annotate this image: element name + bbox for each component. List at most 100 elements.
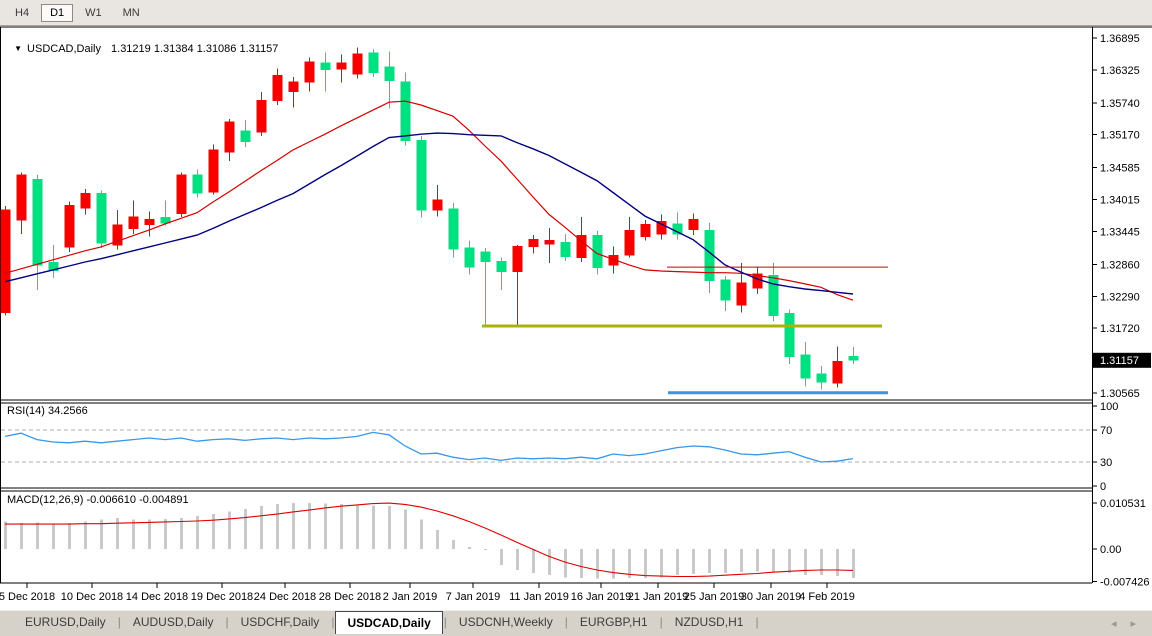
candle-body [288,81,299,93]
macd-bar [180,517,183,549]
tab-separator: | [331,615,335,629]
candle-body [800,354,811,379]
tab-nzdusd-h1[interactable]: NZDUSD,H1 [674,615,744,629]
price-axis-label: 1.35170 [1100,130,1140,142]
macd-bar [420,519,423,549]
candle-body [96,193,107,244]
macd-bar [276,504,279,549]
rsi-axis-label: 30 [1100,457,1112,469]
candle-body [384,66,395,81]
rsi-indicator-label: RSI(14) 34.2566 [7,405,88,417]
date-axis-label: 4 Feb 2019 [799,591,855,603]
macd-bar [68,522,71,549]
timeframe-button-MN[interactable]: MN [122,6,140,19]
tab-audusd-daily[interactable]: AUDUSD,Daily [132,615,214,629]
price-axis[interactable]: 1.36895 1.36325 1.35740 1.35170 1.34585 1.340… [1092,33,1150,588]
tab-separator: | [659,615,663,629]
macd-bar [516,549,519,570]
candle-body [240,130,251,142]
macd-indicator-label: MACD(12,26,9) -0.006610 -0.004891 [7,494,189,506]
current-price-badge [1093,352,1151,368]
pane-frames [0,26,1152,584]
candle-body [144,218,155,225]
tab-eurusd-daily[interactable]: EURUSD,Daily [25,615,106,629]
candle-body [496,260,507,273]
candle-body [128,216,139,229]
candle-body [688,218,699,231]
macd-bar [484,549,487,550]
candle-body [464,247,475,268]
macd-histogram [4,503,855,579]
timeframe-button-D1[interactable]: D1 [41,3,74,22]
rsi-axis-label: 0 [1100,481,1106,493]
candle-body [80,193,91,209]
macd-bar [372,505,375,549]
candle-body [544,240,555,245]
tab-usdchf-daily[interactable]: USDCHF,Daily [240,615,320,629]
timeframe-button-H4[interactable]: H4 [15,6,30,19]
candle-body [336,62,347,70]
macd-bar [20,522,23,549]
date-axis-label: 19 Dec 2018 [191,591,253,603]
candle-body [352,53,363,75]
candle-body [640,223,651,237]
current-price-badge-label: 1.31157 [1100,355,1139,367]
macd-bar [628,549,631,578]
date-axis-label: 16 Jan 2019 [571,591,632,603]
macd-bar [612,549,615,579]
macd-bar [452,539,455,549]
candle-body [272,74,283,102]
tab-separator: | [117,615,121,629]
macd-bar [132,519,135,549]
price-axis-label: 1.34015 [1100,195,1140,207]
macd-bar [36,522,39,549]
candlestick-series [0,47,859,390]
macd-bar [580,549,583,578]
macd-bar [212,514,215,549]
price-axis-label: 1.31720 [1100,323,1140,335]
tab-usdcad-daily[interactable]: USDCAD,Daily [335,611,443,634]
macd-bar [148,519,151,549]
candle-body [192,174,203,194]
tab-separator: | [443,615,447,629]
date-axis-label: 11 Jan 2019 [509,591,569,603]
tab-separator: | [225,615,229,629]
candle-body [160,217,171,224]
tab-usdcnh-weekly[interactable]: USDCNH,Weekly [458,615,553,629]
tab-separator: | [564,615,568,629]
macd-axis-label: 0.00 [1100,544,1121,556]
date-axis[interactable]: 5 Dec 2018 10 Dec 2018 14 Dec 2018 19 Dec 2… [0,583,855,603]
macd-bar [292,503,295,549]
date-axis-label: 30 Jan 2019 [741,591,802,603]
macd-bar [404,509,407,549]
timeframe-button-W1[interactable]: W1 [85,6,102,19]
macd-bar [388,506,391,549]
candle-body [32,179,43,266]
ma-slow-navy-line [4,132,854,295]
macd-bar [468,546,471,549]
symbol-dropdown-icon[interactable]: ▼ [14,44,23,53]
rsi-axis-label: 70 [1100,425,1112,437]
macd-bar [660,549,663,578]
macd-bar [692,549,695,574]
candle-body [224,121,235,153]
macd-bar [436,529,439,549]
candle-body [816,373,827,383]
tab-scroll-right-icon[interactable]: ▸ [1130,618,1136,630]
candle-body [64,204,75,248]
macd-bar [228,511,231,549]
tab-eurgbp-h1[interactable]: EURGBP,H1 [579,615,648,629]
candle-body [848,355,859,361]
macd-bar [740,549,743,573]
tab-scroll-left-icon[interactable]: ◂ [1110,618,1117,630]
macd-bar [788,549,791,574]
price-axis-label: 1.32290 [1100,291,1140,303]
date-axis-label: 10 Dec 2018 [61,591,123,603]
macd-bar [852,549,855,578]
symbol-label: USDCAD,Daily [27,43,102,55]
macd-bar [676,549,679,576]
date-axis-label: 28 Dec 2018 [319,591,381,603]
date-axis-label: 7 Jan 2019 [446,591,500,603]
